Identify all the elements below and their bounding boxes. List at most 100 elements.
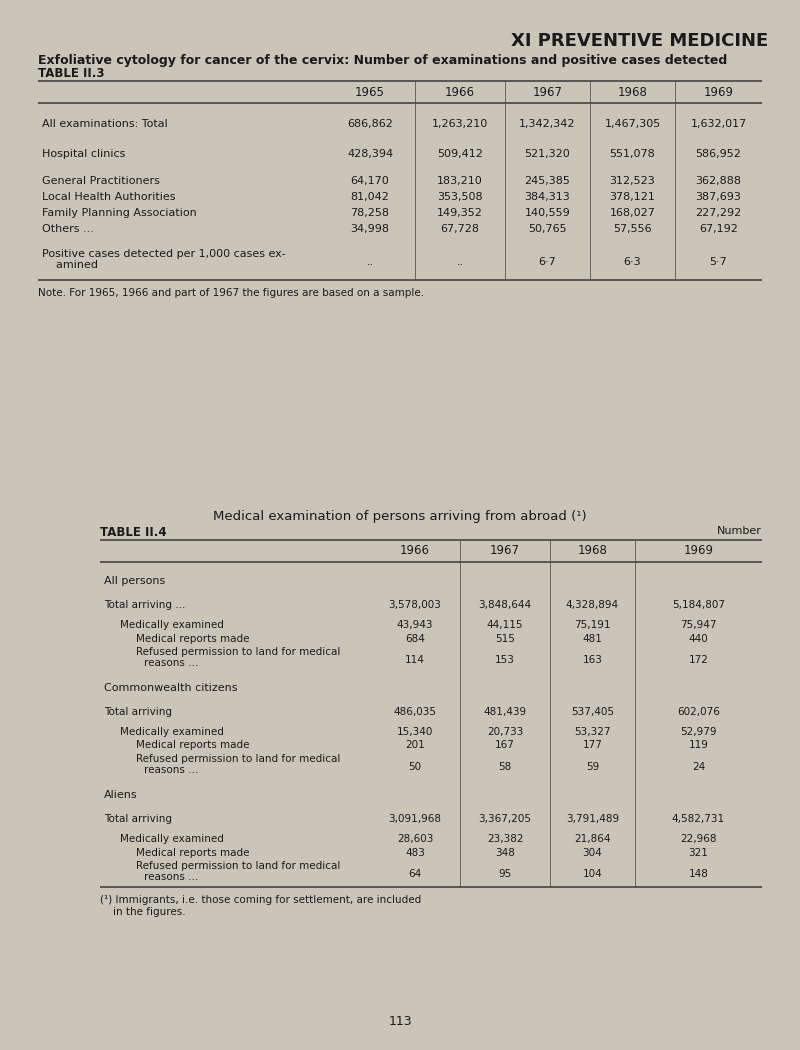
Text: Exfoliative cytology for cancer of the cervix: Number of examinations and positi: Exfoliative cytology for cancer of the c…	[38, 54, 727, 67]
Text: 43,943: 43,943	[397, 620, 434, 630]
Text: Commonwealth citizens: Commonwealth citizens	[104, 682, 238, 693]
Text: Medically examined: Medically examined	[120, 834, 224, 844]
Text: 4,328,894: 4,328,894	[566, 600, 619, 610]
Text: 551,078: 551,078	[610, 149, 655, 159]
Text: 245,385: 245,385	[525, 176, 570, 186]
Text: 515: 515	[495, 633, 515, 644]
Text: 384,313: 384,313	[525, 192, 570, 202]
Text: 387,693: 387,693	[695, 192, 742, 202]
Text: 684: 684	[405, 633, 425, 644]
Text: Refused permission to land for medical: Refused permission to land for medical	[136, 861, 340, 872]
Text: 1967: 1967	[490, 545, 520, 558]
Text: 23,382: 23,382	[486, 834, 523, 844]
Text: 3,578,003: 3,578,003	[389, 600, 442, 610]
Text: 3,367,205: 3,367,205	[478, 814, 531, 824]
Text: (¹) Immigrants, i.e. those coming for settlement, are included: (¹) Immigrants, i.e. those coming for se…	[100, 895, 422, 905]
Text: Medical reports made: Medical reports made	[136, 847, 250, 858]
Text: 95: 95	[498, 869, 512, 879]
Text: 362,888: 362,888	[695, 176, 742, 186]
Text: 428,394: 428,394	[347, 149, 393, 159]
Text: 509,412: 509,412	[437, 149, 483, 159]
Text: Refused permission to land for medical: Refused permission to land for medical	[136, 647, 340, 657]
Text: 586,952: 586,952	[695, 149, 742, 159]
Text: 183,210: 183,210	[437, 176, 483, 186]
Text: 177: 177	[582, 740, 602, 751]
Text: 312,523: 312,523	[610, 176, 655, 186]
Text: 140,559: 140,559	[525, 208, 570, 218]
Text: 172: 172	[689, 655, 709, 665]
Text: 321: 321	[689, 847, 709, 858]
Text: 44,115: 44,115	[486, 620, 523, 630]
Text: Aliens: Aliens	[104, 790, 138, 800]
Text: in the figures.: in the figures.	[100, 907, 186, 917]
Text: 348: 348	[495, 847, 515, 858]
Text: 1,342,342: 1,342,342	[519, 119, 576, 129]
Text: 168,027: 168,027	[610, 208, 655, 218]
Text: reasons ...: reasons ...	[144, 872, 198, 882]
Text: Total arriving ...: Total arriving ...	[104, 600, 186, 610]
Text: 75,947: 75,947	[680, 620, 717, 630]
Text: 1966: 1966	[445, 85, 475, 99]
Text: amined: amined	[42, 260, 98, 270]
Text: Total arriving: Total arriving	[104, 814, 172, 824]
Text: All examinations: Total: All examinations: Total	[42, 119, 168, 129]
Text: 34,998: 34,998	[350, 224, 390, 234]
Text: 21,864: 21,864	[574, 834, 610, 844]
Text: 5,184,807: 5,184,807	[672, 600, 725, 610]
Text: 1,632,017: 1,632,017	[690, 119, 746, 129]
Text: 602,076: 602,076	[677, 707, 720, 717]
Text: 4,582,731: 4,582,731	[672, 814, 725, 824]
Text: reasons ...: reasons ...	[144, 765, 198, 775]
Text: 67,728: 67,728	[441, 224, 479, 234]
Text: 1968: 1968	[578, 545, 607, 558]
Text: Family Planning Association: Family Planning Association	[42, 208, 197, 218]
Text: 537,405: 537,405	[571, 707, 614, 717]
Text: 3,791,489: 3,791,489	[566, 814, 619, 824]
Text: 114: 114	[405, 655, 425, 665]
Text: 53,327: 53,327	[574, 727, 610, 737]
Text: All persons: All persons	[104, 576, 166, 586]
Text: 57,556: 57,556	[613, 224, 652, 234]
Text: Hospital clinics: Hospital clinics	[42, 149, 126, 159]
Text: 201: 201	[405, 740, 425, 751]
Text: Medically examined: Medically examined	[120, 727, 224, 737]
Text: 52,979: 52,979	[680, 727, 717, 737]
Text: 148: 148	[689, 869, 709, 879]
Text: 1969: 1969	[703, 85, 734, 99]
Text: 58: 58	[498, 762, 512, 772]
Text: reasons ...: reasons ...	[144, 658, 198, 668]
Text: 67,192: 67,192	[699, 224, 738, 234]
Text: 149,352: 149,352	[437, 208, 483, 218]
Text: 104: 104	[582, 869, 602, 879]
Text: 78,258: 78,258	[350, 208, 390, 218]
Text: ..: ..	[456, 257, 464, 267]
Text: Refused permission to land for medical: Refused permission to land for medical	[136, 754, 340, 764]
Text: 119: 119	[689, 740, 709, 751]
Text: 20,733: 20,733	[487, 727, 523, 737]
Text: 483: 483	[405, 847, 425, 858]
Text: 59: 59	[586, 762, 599, 772]
Text: 1,467,305: 1,467,305	[604, 119, 661, 129]
Text: General Practitioners: General Practitioners	[42, 176, 160, 186]
Text: 64: 64	[408, 869, 422, 879]
Text: 64,170: 64,170	[350, 176, 390, 186]
Text: Local Health Authorities: Local Health Authorities	[42, 192, 175, 202]
Text: XI PREVENTIVE MEDICINE: XI PREVENTIVE MEDICINE	[510, 32, 768, 50]
Text: Number: Number	[717, 526, 762, 536]
Text: 113: 113	[388, 1015, 412, 1028]
Text: 24: 24	[692, 762, 705, 772]
Text: TABLE II.4: TABLE II.4	[100, 526, 166, 539]
Text: 167: 167	[495, 740, 515, 751]
Text: 1,263,210: 1,263,210	[432, 119, 488, 129]
Text: 50,765: 50,765	[528, 224, 567, 234]
Text: 3,091,968: 3,091,968	[389, 814, 442, 824]
Text: 440: 440	[689, 633, 708, 644]
Text: 5·7: 5·7	[710, 257, 727, 267]
Text: Medical reports made: Medical reports made	[136, 633, 250, 644]
Text: 1968: 1968	[618, 85, 647, 99]
Text: Note. For 1965, 1966 and part of 1967 the figures are based on a sample.: Note. For 1965, 1966 and part of 1967 th…	[38, 288, 424, 298]
Text: Medical examination of persons arriving from abroad (¹): Medical examination of persons arriving …	[213, 510, 587, 523]
Text: Positive cases detected per 1,000 cases ex-: Positive cases detected per 1,000 cases …	[42, 249, 286, 259]
Text: Total arriving: Total arriving	[104, 707, 172, 717]
Text: Others ...: Others ...	[42, 224, 94, 234]
